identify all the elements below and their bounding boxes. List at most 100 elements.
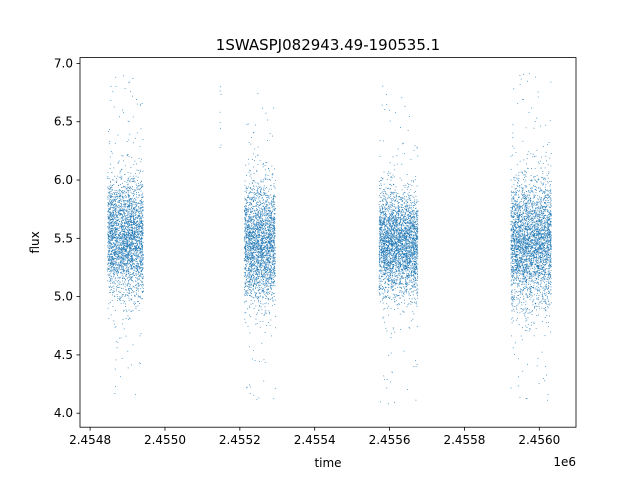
data-point [123, 255, 125, 257]
data-point [115, 247, 117, 249]
data-point [251, 235, 253, 237]
data-point [115, 207, 117, 209]
data-point [130, 213, 132, 215]
data-point [128, 260, 130, 261]
data-point [272, 264, 274, 265]
data-point [124, 252, 126, 254]
data-point [108, 198, 110, 200]
data-point [121, 227, 122, 229]
data-point [261, 213, 263, 215]
data-point [114, 260, 116, 262]
data-point [257, 244, 259, 246]
data-point [108, 231, 110, 233]
data-point [133, 291, 135, 293]
data-point [125, 238, 127, 240]
data-point [120, 194, 122, 196]
data-point [257, 146, 259, 148]
data-point [112, 227, 114, 229]
data-point [117, 257, 119, 259]
data-point [263, 262, 265, 264]
data-point [110, 227, 112, 229]
data-point [254, 192, 255, 194]
data-point [271, 262, 273, 264]
data-point [260, 250, 262, 252]
data-point [262, 213, 264, 215]
data-point [114, 245, 116, 247]
data-point [121, 195, 123, 197]
data-point [252, 235, 254, 237]
data-point [260, 239, 262, 241]
data-point [264, 237, 266, 239]
data-point [108, 202, 109, 204]
data-point [255, 236, 256, 238]
data-point [254, 196, 255, 198]
data-point [253, 209, 255, 211]
data-point [117, 214, 119, 215]
data-point [141, 235, 143, 236]
data-point [127, 244, 129, 246]
data-point [118, 237, 120, 239]
data-point [249, 278, 251, 280]
data-point [127, 258, 128, 260]
data-point [133, 233, 135, 235]
data-point [120, 179, 122, 181]
data-point [128, 282, 129, 284]
data-point [142, 246, 143, 248]
data-point [131, 209, 133, 211]
data-point [118, 204, 120, 206]
data-point [271, 217, 273, 218]
data-point [252, 210, 253, 212]
data-point [268, 207, 270, 209]
data-point [121, 215, 123, 217]
data-point [110, 269, 112, 271]
data-point [109, 188, 110, 190]
data-point [139, 259, 141, 261]
data-point [133, 215, 135, 217]
data-point [142, 209, 144, 211]
data-point [141, 286, 143, 288]
data-point [262, 249, 264, 251]
data-point [261, 222, 263, 224]
data-point [253, 279, 255, 281]
data-point [118, 277, 120, 279]
data-point [261, 218, 263, 220]
data-point [137, 235, 139, 237]
data-point [249, 230, 251, 232]
data-point [115, 197, 117, 199]
data-point [129, 285, 131, 287]
data-point [107, 206, 109, 208]
data-point [274, 236, 275, 238]
data-point [255, 198, 257, 200]
data-point [108, 233, 110, 235]
data-point [134, 190, 135, 192]
data-point [268, 242, 270, 244]
data-point [140, 216, 142, 218]
data-point [251, 255, 253, 256]
data-point [273, 271, 275, 273]
data-point [261, 228, 263, 230]
data-point [120, 291, 121, 293]
data-point [246, 205, 247, 207]
data-point [124, 232, 126, 233]
data-point [250, 239, 251, 241]
data-point [115, 277, 117, 279]
data-point [118, 212, 120, 214]
data-point [128, 280, 129, 282]
data-point [116, 286, 117, 288]
data-point [271, 305, 273, 307]
data-point [263, 220, 265, 222]
data-point [245, 292, 247, 293]
data-point [135, 221, 137, 223]
data-point [124, 229, 125, 231]
data-point [139, 207, 141, 209]
data-point [140, 227, 142, 229]
data-point [122, 277, 123, 279]
data-point [134, 173, 136, 175]
data-point [113, 288, 115, 289]
data-point [270, 224, 271, 225]
data-point [263, 255, 264, 257]
data-point [246, 208, 248, 210]
data-point [274, 228, 276, 229]
data-point [109, 238, 111, 240]
data-point [107, 196, 109, 198]
